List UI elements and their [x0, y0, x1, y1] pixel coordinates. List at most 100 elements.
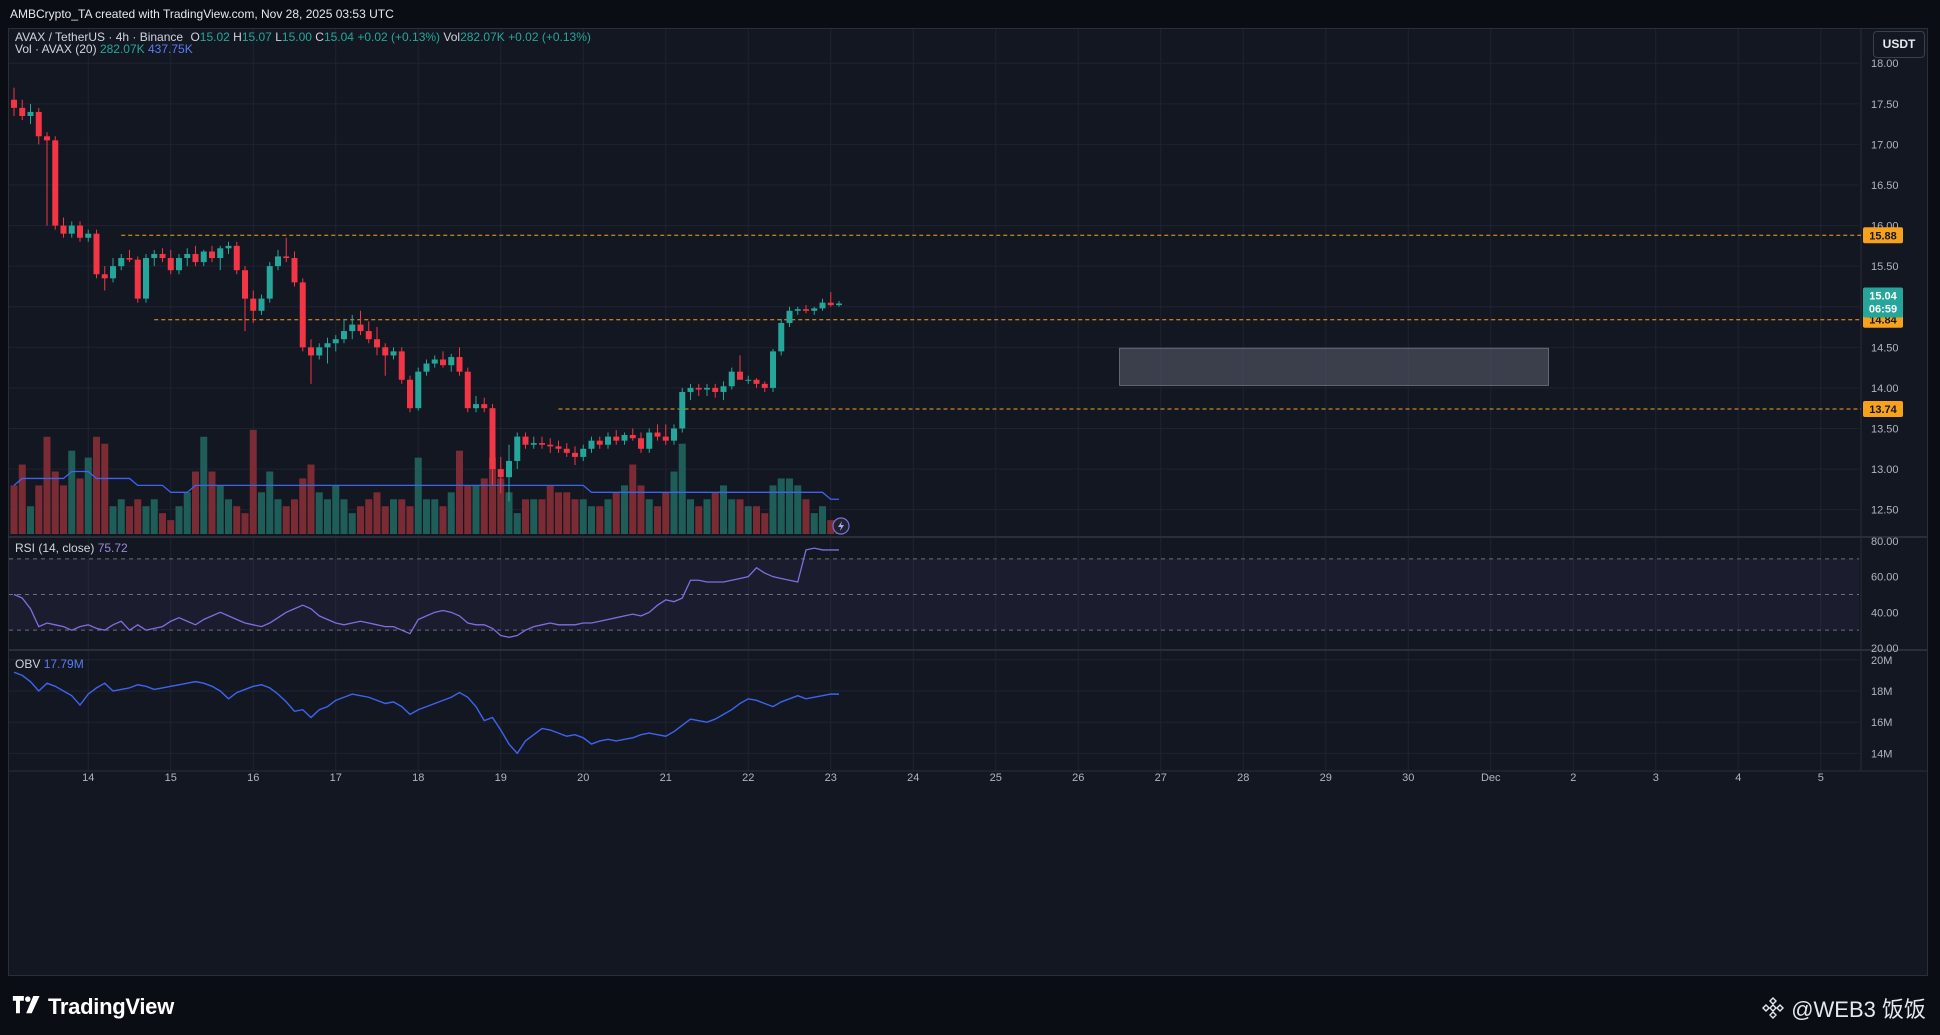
candle-body — [497, 469, 504, 478]
volume-bar — [406, 506, 414, 534]
candle-body — [580, 448, 587, 457]
time-tick-label: 24 — [907, 772, 919, 784]
legend-high: 15.07 — [241, 30, 272, 44]
volume-bar — [480, 478, 488, 534]
volume-bar — [794, 485, 802, 534]
tradingview-brand: TradingView — [48, 994, 174, 1019]
volume-bar — [522, 499, 529, 534]
candle-body — [250, 298, 257, 311]
volume-bar — [744, 506, 752, 534]
volume-ma-line — [13, 470, 839, 500]
time-tick-label: 16 — [247, 772, 259, 784]
time-tick-label: 23 — [825, 772, 837, 784]
candle-body — [646, 432, 653, 449]
grid-lines — [9, 29, 1859, 771]
volume-bar — [142, 506, 150, 534]
candle-body — [720, 386, 727, 392]
candle-body — [11, 99, 17, 108]
volume-bar — [819, 506, 826, 534]
volume-bar — [117, 499, 125, 534]
candle-body — [588, 440, 595, 449]
candle-body — [786, 310, 793, 323]
volume-bar — [579, 499, 587, 534]
candle-body — [638, 438, 644, 449]
chart-frame[interactable]: 18.0017.5017.0016.5016.0015.5015.0014.50… — [8, 28, 1928, 976]
volume-bar — [687, 499, 694, 534]
demand-zone-box — [1119, 347, 1549, 386]
candle-body — [819, 302, 826, 309]
price-axis: 18.0017.5017.0016.5016.0015.5015.0014.50… — [1863, 58, 1903, 760]
candle-body — [572, 452, 578, 457]
volume-bar — [233, 506, 241, 534]
volume-bar — [101, 443, 109, 534]
candle-body — [357, 324, 364, 332]
tradingview-logo[interactable]: TradingView — [12, 994, 174, 1020]
candle-body — [662, 436, 669, 441]
candle-body — [728, 371, 735, 387]
candle-body — [77, 225, 83, 238]
candle-body — [134, 259, 141, 299]
last-price-label: 15.04 — [1869, 290, 1897, 302]
candle-body — [365, 331, 372, 340]
volume-bar — [604, 499, 612, 534]
candle-body — [695, 387, 702, 390]
candle-body — [242, 270, 248, 299]
volume-bar — [769, 485, 777, 534]
volume-bar — [357, 506, 364, 534]
time-tick-label: 4 — [1735, 772, 1741, 784]
candle-body — [605, 436, 611, 445]
rsi-label: RSI (14, close) — [15, 541, 95, 555]
volume-bar — [546, 485, 554, 534]
volume-bar — [802, 499, 810, 534]
price-tick-label: 17.50 — [1871, 99, 1899, 111]
candle-body — [712, 387, 719, 392]
volume-bar — [588, 506, 595, 534]
volume-bar — [365, 499, 373, 534]
candle-body — [382, 347, 389, 356]
candle-body — [415, 371, 422, 409]
volume-bar — [266, 471, 274, 534]
volume-bar — [225, 499, 232, 534]
volume-bar — [711, 492, 719, 534]
chart-svg[interactable]: 18.0017.5017.0016.5016.0015.5015.0014.50… — [9, 29, 1927, 975]
volume-bar — [324, 499, 331, 534]
candle-body — [547, 444, 554, 447]
volume-bar — [299, 478, 307, 534]
candle-body — [613, 436, 620, 441]
candle-body — [332, 339, 339, 344]
legend-open: 15.02 — [199, 30, 230, 44]
candle-body — [761, 383, 768, 388]
candle-body — [811, 308, 818, 311]
candle-body — [316, 347, 323, 356]
volume-bar — [249, 429, 257, 534]
candle-body — [167, 258, 174, 271]
candle-body — [110, 266, 116, 279]
price-tick-label: 12.50 — [1871, 505, 1899, 517]
last-price-label-bg — [1863, 287, 1903, 318]
candle-body — [151, 253, 158, 259]
candle-body — [407, 379, 413, 409]
volume-bar — [538, 499, 546, 534]
candle-body — [266, 266, 273, 299]
candle-body — [836, 303, 842, 306]
volume-bar — [563, 492, 571, 534]
candle-body — [745, 379, 752, 381]
price-tick-label: 13.50 — [1871, 423, 1899, 435]
volume-bar — [134, 499, 142, 534]
footer: TradingView @WEB3 饭饭 — [0, 976, 1940, 1035]
level-label: 14.84 — [1869, 315, 1897, 327]
volume-bar — [555, 492, 562, 534]
legend-o-label: O — [190, 30, 200, 44]
level-label-bg — [1863, 227, 1903, 244]
volume-bar — [414, 457, 422, 534]
level-label-bg — [1863, 401, 1903, 418]
legend-vol-ma-label: Vol · AVAX (20) — [15, 42, 97, 56]
volume-bar — [728, 499, 736, 534]
time-tick-label: 25 — [990, 772, 1002, 784]
volume-bar — [51, 471, 59, 534]
candle-body — [827, 302, 834, 306]
rsi-value: 75.72 — [97, 541, 128, 555]
candle-body — [431, 359, 438, 364]
currency-button[interactable]: USDT — [1873, 31, 1925, 58]
price-tick-label: 14.00 — [1871, 383, 1899, 395]
